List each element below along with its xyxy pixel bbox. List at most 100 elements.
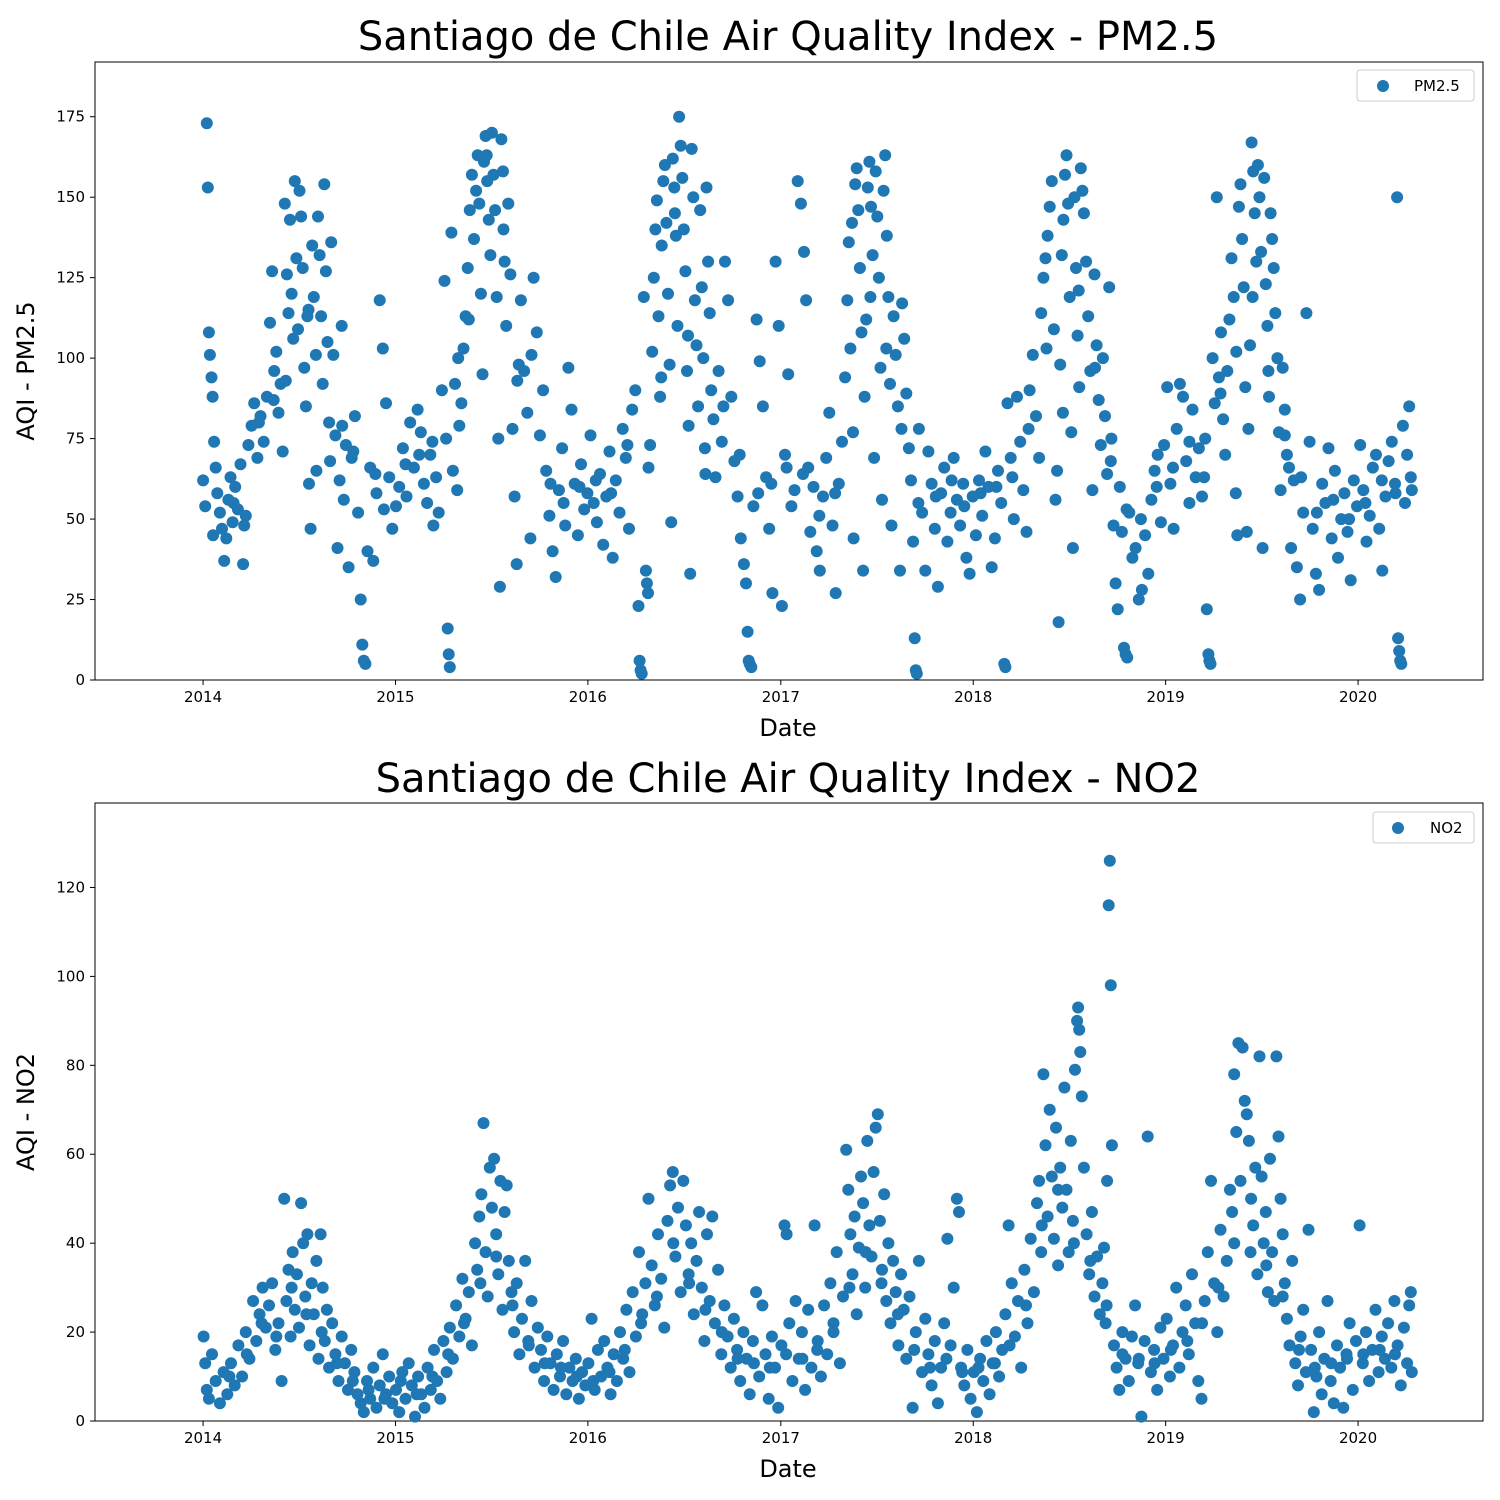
no2-data-point bbox=[434, 1392, 447, 1405]
pm25-data-point bbox=[1092, 394, 1105, 406]
pm25-data-point bbox=[752, 487, 765, 500]
pm25-data-point bbox=[1071, 329, 1084, 342]
no2-data-point bbox=[505, 1286, 518, 1299]
no2-data-point bbox=[993, 1370, 1006, 1383]
pm25-data-point bbox=[1250, 255, 1263, 268]
no2-chart: Santiago de Chile Air Quality Index - NO… bbox=[12, 756, 1484, 1483]
no2-data-point bbox=[1278, 1277, 1291, 1290]
pm25-data-point bbox=[1395, 657, 1408, 670]
pm25-data-point bbox=[325, 236, 338, 249]
no2-data-point bbox=[510, 1277, 523, 1290]
no2-data-point bbox=[669, 1250, 682, 1263]
pm25-chart: Santiago de Chile Air Quality Index - PM… bbox=[12, 14, 1484, 742]
no2-data-point bbox=[840, 1143, 853, 1156]
pm25-data-point bbox=[800, 294, 813, 307]
pm25-data-point bbox=[282, 307, 295, 320]
no2-data-point bbox=[708, 1317, 721, 1330]
no2-data-point bbox=[843, 1281, 856, 1294]
pm25-data-point bbox=[482, 213, 495, 226]
pm25-data-point bbox=[445, 226, 458, 239]
pm25-data-point bbox=[734, 532, 747, 545]
no2-data-point bbox=[383, 1370, 396, 1383]
no2-data-point bbox=[1151, 1383, 1164, 1396]
no2-data-point bbox=[1382, 1317, 1395, 1330]
pm25-data-point bbox=[1322, 442, 1335, 455]
pm25-data-point bbox=[740, 577, 752, 590]
pm25-data-point bbox=[376, 342, 389, 355]
no2-data-point bbox=[1195, 1392, 1208, 1405]
pm25-data-point bbox=[912, 497, 925, 509]
no2-data-point bbox=[1253, 1050, 1266, 1063]
pm25-data-point bbox=[1360, 535, 1373, 548]
pm25-data-point bbox=[1161, 381, 1174, 394]
no2-data-point bbox=[882, 1237, 895, 1250]
no2-data-point bbox=[588, 1383, 601, 1396]
no2-data-point bbox=[618, 1343, 631, 1356]
no2-data-point bbox=[1160, 1312, 1173, 1325]
pm25-data-point bbox=[1033, 451, 1046, 464]
pm25-data-point bbox=[992, 464, 1004, 477]
pm25-data-point bbox=[303, 477, 315, 490]
pm25-data-point bbox=[1154, 516, 1167, 529]
no2-data-point bbox=[1397, 1321, 1410, 1334]
no2-data-point bbox=[617, 1352, 630, 1365]
no2-data-point bbox=[658, 1321, 671, 1334]
no2-data-point bbox=[964, 1392, 977, 1405]
pm25-data-point bbox=[1001, 397, 1014, 410]
pm25-data-point bbox=[537, 384, 550, 397]
pm25-data-point bbox=[820, 451, 833, 464]
pm25-data-point bbox=[1341, 525, 1354, 538]
no2-data-point bbox=[513, 1348, 526, 1361]
pm25-data-point bbox=[220, 532, 233, 545]
no2-data-point bbox=[1356, 1357, 1369, 1370]
pm25-data-point bbox=[1263, 390, 1275, 403]
no2-data-point bbox=[780, 1228, 793, 1241]
pm25-data-point bbox=[1376, 564, 1389, 577]
pm25-data-point bbox=[910, 667, 923, 680]
no2-data-point bbox=[983, 1388, 996, 1401]
no2-data-point bbox=[664, 1179, 677, 1192]
pm25-data-point bbox=[573, 480, 586, 493]
pm25-data-point bbox=[677, 223, 690, 236]
pm25-data-point bbox=[1357, 484, 1370, 497]
pm25-data-point bbox=[640, 577, 653, 590]
no2-data-point bbox=[1373, 1343, 1386, 1356]
pm25-data-point bbox=[452, 352, 465, 365]
pm25-data-point bbox=[1382, 455, 1395, 468]
pm25-data-point bbox=[839, 371, 852, 384]
pm25-data-point bbox=[919, 564, 932, 577]
no2-data-point bbox=[950, 1192, 963, 1205]
pm25-x-tick-label: 2015 bbox=[376, 688, 414, 706]
no2-data-point bbox=[1074, 1046, 1087, 1058]
pm25-data-point bbox=[804, 525, 817, 538]
pm25-data-point bbox=[1278, 403, 1291, 416]
pm25-data-point bbox=[462, 313, 475, 326]
no2-data-point bbox=[1293, 1343, 1305, 1356]
no2-data-point bbox=[1135, 1410, 1148, 1423]
pm25-data-point bbox=[575, 458, 587, 471]
pm25-data-point bbox=[609, 474, 622, 487]
no2-data-point bbox=[1313, 1326, 1326, 1339]
pm25-data-point bbox=[480, 149, 493, 162]
no2-data-point bbox=[409, 1410, 421, 1423]
no2-data-point bbox=[715, 1348, 728, 1361]
pm25-data-point bbox=[476, 368, 489, 381]
no2-data-point bbox=[1220, 1254, 1233, 1267]
no2-data-point bbox=[1240, 1108, 1253, 1121]
pm25-data-point bbox=[731, 490, 744, 503]
pm25-data-point bbox=[813, 509, 826, 522]
no2-data-point bbox=[1116, 1326, 1129, 1339]
pm25-data-point bbox=[435, 384, 448, 397]
pm25-data-point bbox=[747, 500, 760, 513]
no2-data-point bbox=[280, 1295, 293, 1307]
pm25-data-point bbox=[438, 274, 451, 287]
no2-data-point bbox=[367, 1361, 380, 1374]
no2-data-point bbox=[502, 1254, 515, 1267]
pm25-data-point bbox=[287, 332, 300, 345]
pm25-data-point bbox=[668, 181, 681, 194]
no2-data-point bbox=[891, 1308, 904, 1321]
no2-data-point bbox=[1217, 1290, 1230, 1303]
pm25-data-point bbox=[299, 400, 312, 413]
no2-data-point bbox=[410, 1388, 423, 1401]
pm25-data-point bbox=[440, 432, 453, 445]
